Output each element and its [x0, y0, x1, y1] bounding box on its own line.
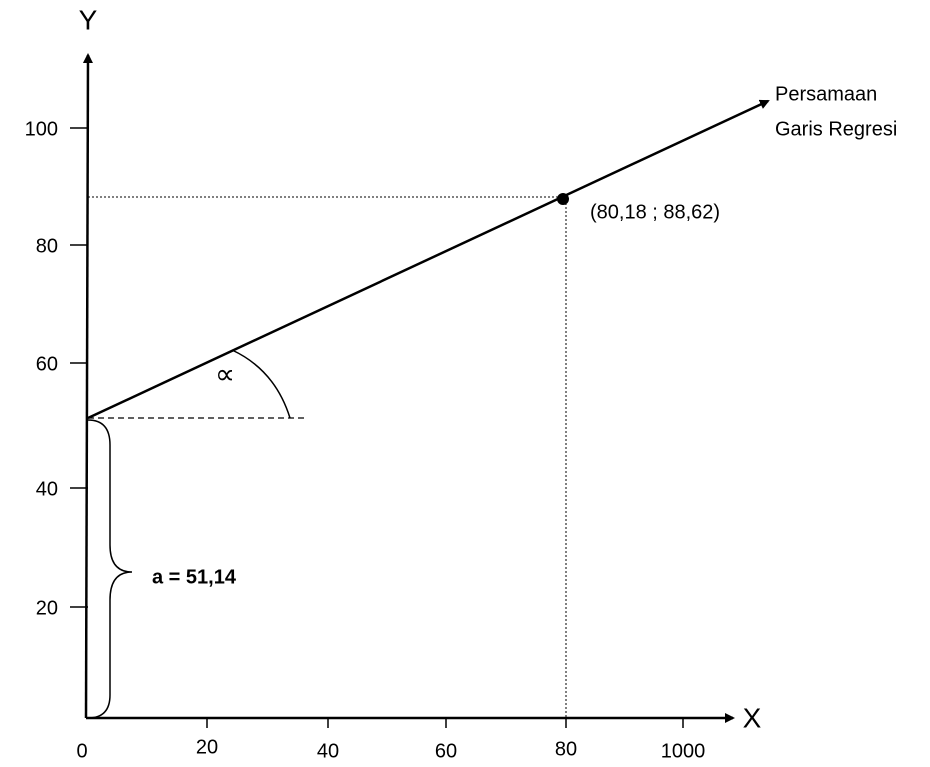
x-tick-label: 0 [76, 740, 87, 762]
brace [87, 419, 133, 719]
y-tick-label: 40 [36, 478, 58, 500]
angle-symbol: ∝ [215, 358, 235, 389]
x-axis-label: X [743, 702, 762, 733]
point [557, 193, 569, 205]
y-tick-label: 20 [36, 597, 58, 619]
y-axis [82, 53, 93, 719]
x-tick-label: 80 [555, 738, 577, 760]
line-label: Garis Regresi [775, 118, 897, 140]
y-tick-label: 60 [36, 353, 58, 375]
x-tick-label: 40 [317, 740, 339, 762]
y-tick-label: 100 [25, 118, 58, 140]
x-tick-marks [206, 718, 684, 728]
angle-arc [231, 349, 291, 419]
regression-line [87, 99, 770, 420]
y-tick-label: 80 [36, 235, 58, 257]
point-label: (80,18 ; 88,62) [590, 201, 720, 223]
x-tick-label: 1000 [661, 740, 706, 762]
y-tick-marks [70, 127, 88, 608]
x-tick-label: 60 [435, 740, 457, 762]
x-tick-label: 20 [196, 736, 218, 758]
y-axis-label: Y [79, 4, 98, 35]
line-label: Persamaan [775, 83, 877, 105]
intercept-label: a = 51,14 [152, 566, 237, 588]
